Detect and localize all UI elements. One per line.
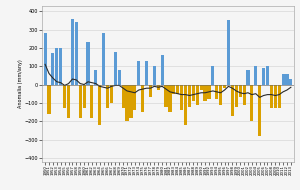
Bar bbox=[172, 85, 176, 94]
Bar bbox=[55, 48, 58, 85]
Bar bbox=[94, 70, 98, 85]
Bar bbox=[164, 85, 168, 107]
Bar bbox=[63, 85, 66, 108]
Bar bbox=[82, 85, 86, 108]
Bar bbox=[160, 55, 164, 85]
Bar bbox=[98, 85, 101, 125]
Bar bbox=[270, 85, 273, 108]
Bar bbox=[215, 85, 218, 99]
Bar bbox=[133, 85, 136, 110]
Y-axis label: Anomalia (mm/any): Anomalia (mm/any) bbox=[18, 59, 23, 108]
Bar bbox=[86, 42, 90, 85]
Bar bbox=[141, 85, 144, 112]
Bar bbox=[188, 85, 191, 107]
Bar bbox=[44, 33, 47, 85]
Bar bbox=[129, 85, 133, 117]
Bar bbox=[258, 85, 261, 136]
Bar bbox=[71, 19, 74, 85]
Bar bbox=[180, 85, 183, 110]
Bar bbox=[196, 85, 199, 105]
Bar bbox=[262, 68, 265, 85]
Bar bbox=[122, 85, 125, 108]
Bar bbox=[266, 66, 269, 85]
Bar bbox=[168, 85, 172, 112]
Bar bbox=[207, 85, 211, 99]
Bar bbox=[227, 20, 230, 85]
Bar bbox=[254, 66, 257, 85]
Bar bbox=[192, 85, 195, 101]
Bar bbox=[235, 85, 238, 107]
Bar bbox=[79, 85, 82, 117]
Bar bbox=[274, 85, 277, 108]
Bar bbox=[250, 85, 254, 121]
Bar bbox=[125, 85, 129, 121]
Bar bbox=[149, 85, 152, 97]
Bar bbox=[67, 85, 70, 117]
Bar bbox=[137, 61, 140, 85]
Bar bbox=[285, 74, 289, 85]
Bar bbox=[219, 85, 222, 105]
Bar bbox=[289, 79, 292, 85]
Bar bbox=[223, 85, 226, 88]
Bar bbox=[118, 70, 121, 85]
Bar bbox=[75, 22, 78, 85]
Bar bbox=[153, 66, 156, 85]
Bar bbox=[176, 85, 179, 94]
Bar bbox=[203, 85, 207, 101]
Bar bbox=[238, 85, 242, 97]
Bar bbox=[231, 85, 234, 116]
Bar bbox=[246, 70, 250, 85]
Bar bbox=[102, 33, 105, 85]
Bar bbox=[114, 51, 117, 85]
Bar bbox=[211, 66, 214, 85]
Bar bbox=[90, 85, 94, 117]
Bar bbox=[110, 85, 113, 103]
Bar bbox=[200, 85, 203, 90]
Bar bbox=[106, 85, 109, 108]
Bar bbox=[51, 53, 55, 85]
Bar bbox=[145, 61, 148, 85]
Bar bbox=[242, 85, 246, 105]
Bar bbox=[47, 85, 51, 114]
Bar bbox=[281, 74, 285, 85]
Bar bbox=[157, 85, 160, 90]
Bar bbox=[59, 48, 62, 85]
Bar bbox=[278, 85, 281, 108]
Bar bbox=[184, 85, 187, 125]
